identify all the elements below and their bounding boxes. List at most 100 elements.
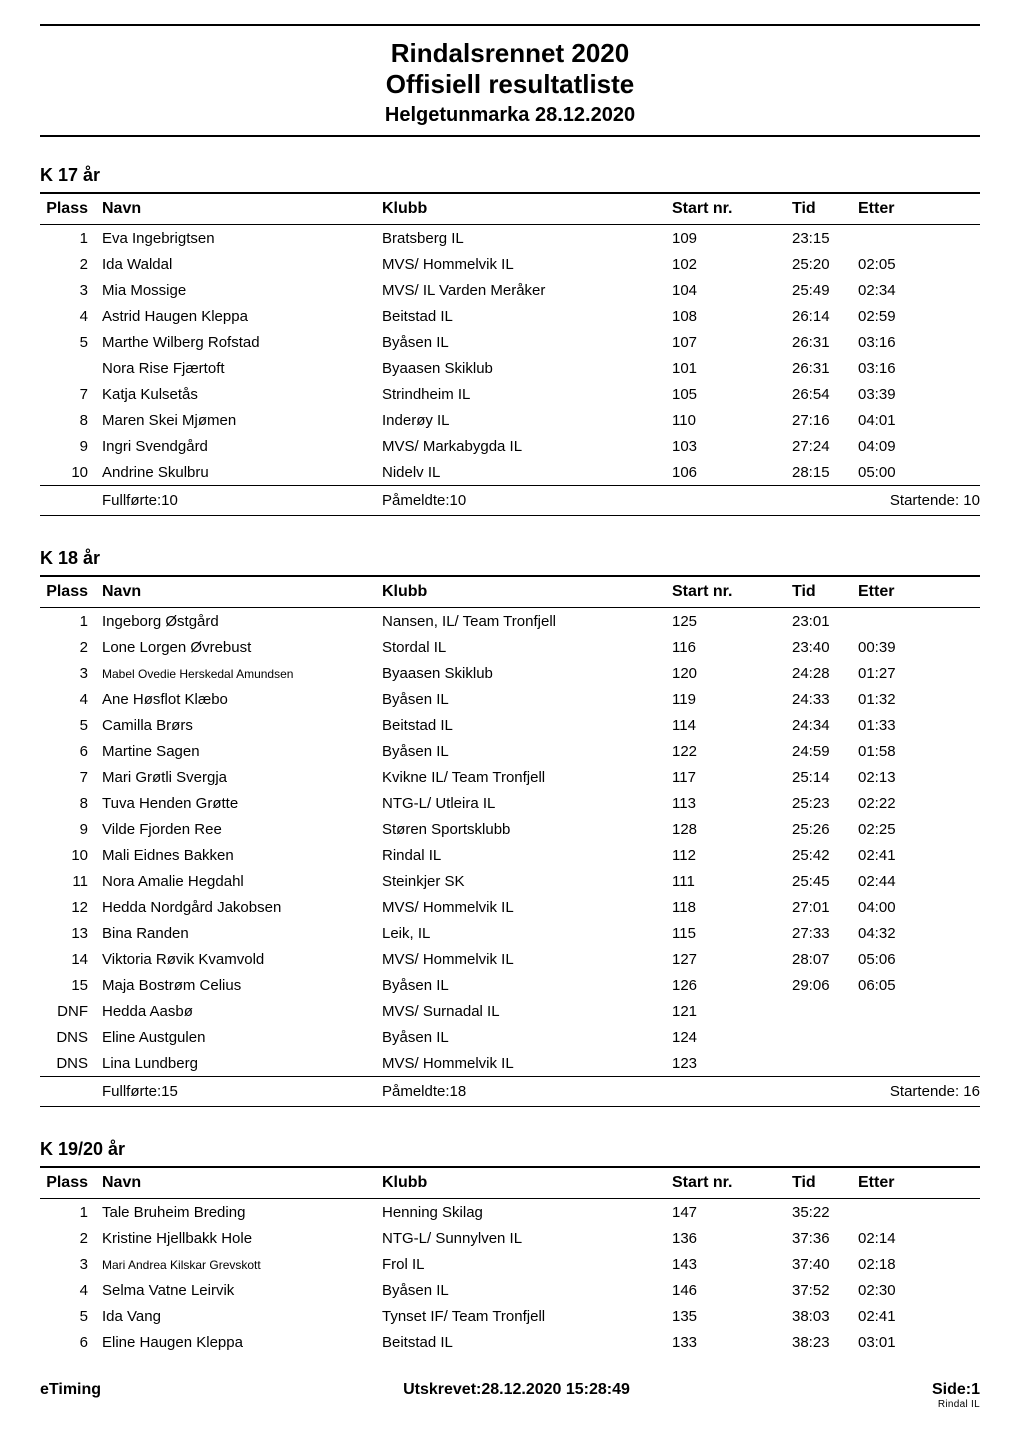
cell-plass: 2 [40, 251, 102, 277]
table-row: 1Tale Bruheim BredingHenning Skilag14735… [40, 1199, 980, 1226]
cell-klubb: Beitstad IL [382, 1329, 672, 1355]
cell-plass: 8 [40, 407, 102, 433]
cell-etter: 02:30 [858, 1277, 980, 1303]
table-row: DNSLina LundbergMVS/ Hommelvik IL123 [40, 1050, 980, 1077]
column-header: Klubb [382, 193, 672, 225]
table-row: DNFHedda AasbøMVS/ Surnadal IL121 [40, 998, 980, 1024]
cell-navn: Viktoria Røvik Kvamvold [102, 946, 382, 972]
cell-etter: 04:09 [858, 433, 980, 459]
cell-tid: 37:40 [792, 1251, 858, 1277]
column-header: Tid [792, 576, 858, 608]
cell-navn: Selma Vatne Leirvik [102, 1277, 382, 1303]
cell-tid: 38:23 [792, 1329, 858, 1355]
cell-start: 117 [672, 764, 792, 790]
header-bottom-rule [40, 135, 980, 137]
cell-plass: 9 [40, 433, 102, 459]
cell-navn: Mari Andrea Kilskar Grevskott [102, 1251, 382, 1277]
cell-plass: 6 [40, 738, 102, 764]
cell-navn: Nora Amalie Hegdahl [102, 868, 382, 894]
cell-etter: 06:05 [858, 972, 980, 998]
cell-klubb: Frol IL [382, 1251, 672, 1277]
cell-navn: Maren Skei Mjømen [102, 407, 382, 433]
cell-plass: 8 [40, 790, 102, 816]
footer-center: Utskrevet:28.12.2020 15:28:49 [101, 1381, 932, 1399]
cell-tid: 23:15 [792, 225, 858, 252]
cell-klubb: Kvikne IL/ Team Tronfjell [382, 764, 672, 790]
cell-tid: 28:15 [792, 459, 858, 486]
cell-tid: 25:45 [792, 868, 858, 894]
cell-start: 127 [672, 946, 792, 972]
cell-etter: 02:18 [858, 1251, 980, 1277]
cell-plass: 4 [40, 686, 102, 712]
cell-klubb: MVS/ Surnadal IL [382, 998, 672, 1024]
cell-plass: 13 [40, 920, 102, 946]
cell-klubb: Byåsen IL [382, 1277, 672, 1303]
cell-navn: Ida Waldal [102, 251, 382, 277]
cell-klubb: Byåsen IL [382, 738, 672, 764]
cell-start: 106 [672, 459, 792, 486]
cell-plass: 11 [40, 868, 102, 894]
cell-start: 133 [672, 1329, 792, 1355]
cell-etter: 02:25 [858, 816, 980, 842]
cell-plass: 15 [40, 972, 102, 998]
cell-plass: DNS [40, 1024, 102, 1050]
cell-start: 118 [672, 894, 792, 920]
footer-page: Side:1 [932, 1381, 980, 1399]
cell-plass: 5 [40, 329, 102, 355]
table-row: 15Maja Bostrøm CeliusByåsen IL12629:0606… [40, 972, 980, 998]
cell-klubb: MVS/ Hommelvik IL [382, 251, 672, 277]
cell-plass: 5 [40, 712, 102, 738]
cell-start: 101 [672, 355, 792, 381]
column-header: Tid [792, 193, 858, 225]
cell-klubb: Byåsen IL [382, 972, 672, 998]
cell-plass: 4 [40, 303, 102, 329]
table-row: 14Viktoria Røvik KvamvoldMVS/ Hommelvik … [40, 946, 980, 972]
cell-plass: 1 [40, 225, 102, 252]
cell-plass: 9 [40, 816, 102, 842]
cell-tid: 26:54 [792, 381, 858, 407]
cell-klubb: Rindal IL [382, 842, 672, 868]
cell-klubb: Beitstad IL [382, 712, 672, 738]
cell-navn: Lone Lorgen Øvrebust [102, 634, 382, 660]
cell-start: 115 [672, 920, 792, 946]
cell-start: 113 [672, 790, 792, 816]
cell-plass: 6 [40, 1329, 102, 1355]
footer-org: Rindal IL [932, 1399, 980, 1410]
table-row: 4Ane Høsflot KlæboByåsen IL11924:3301:32 [40, 686, 980, 712]
table-row: 9Ingri SvendgårdMVS/ Markabygda IL10327:… [40, 433, 980, 459]
table-row: 2Kristine Hjellbakk HoleNTG-L/ Sunnylven… [40, 1225, 980, 1251]
cell-etter [858, 998, 980, 1024]
results-section: K 19/20 årPlassNavnKlubbStart nr.TidEtte… [40, 1139, 980, 1355]
cell-start: 116 [672, 634, 792, 660]
cell-plass: 1 [40, 1199, 102, 1226]
cell-plass: 10 [40, 842, 102, 868]
cell-etter: 02:34 [858, 277, 980, 303]
table-row: 9Vilde Fjorden ReeStøren Sportsklubb1282… [40, 816, 980, 842]
cell-navn: Mali Eidnes Bakken [102, 842, 382, 868]
summary-blank [40, 1077, 102, 1107]
cell-etter: 00:39 [858, 634, 980, 660]
table-row: 4Astrid Haugen KleppaBeitstad IL10826:14… [40, 303, 980, 329]
cell-start: 105 [672, 381, 792, 407]
cell-tid: 25:49 [792, 277, 858, 303]
cell-etter: 03:39 [858, 381, 980, 407]
section-title: K 19/20 år [40, 1139, 980, 1160]
table-row: 5Camilla BrørsBeitstad IL11424:3401:33 [40, 712, 980, 738]
cell-plass: DNS [40, 1050, 102, 1077]
cell-klubb: Byåsen IL [382, 686, 672, 712]
table-row: 4Selma Vatne LeirvikByåsen IL14637:5202:… [40, 1277, 980, 1303]
section-title: K 17 år [40, 165, 980, 186]
cell-start: 121 [672, 998, 792, 1024]
cell-tid: 27:33 [792, 920, 858, 946]
summary-row: Fullførte:10Påmeldte:10Startende: 10 [40, 486, 980, 516]
cell-klubb: Strindheim IL [382, 381, 672, 407]
title-line1: Rindalsrennet 2020 [40, 38, 980, 69]
cell-plass: 5 [40, 1303, 102, 1329]
cell-start: 102 [672, 251, 792, 277]
cell-plass: 3 [40, 660, 102, 686]
cell-tid: 29:06 [792, 972, 858, 998]
cell-etter: 02:05 [858, 251, 980, 277]
cell-start: 146 [672, 1277, 792, 1303]
cell-tid: 24:34 [792, 712, 858, 738]
column-header: Navn [102, 193, 382, 225]
